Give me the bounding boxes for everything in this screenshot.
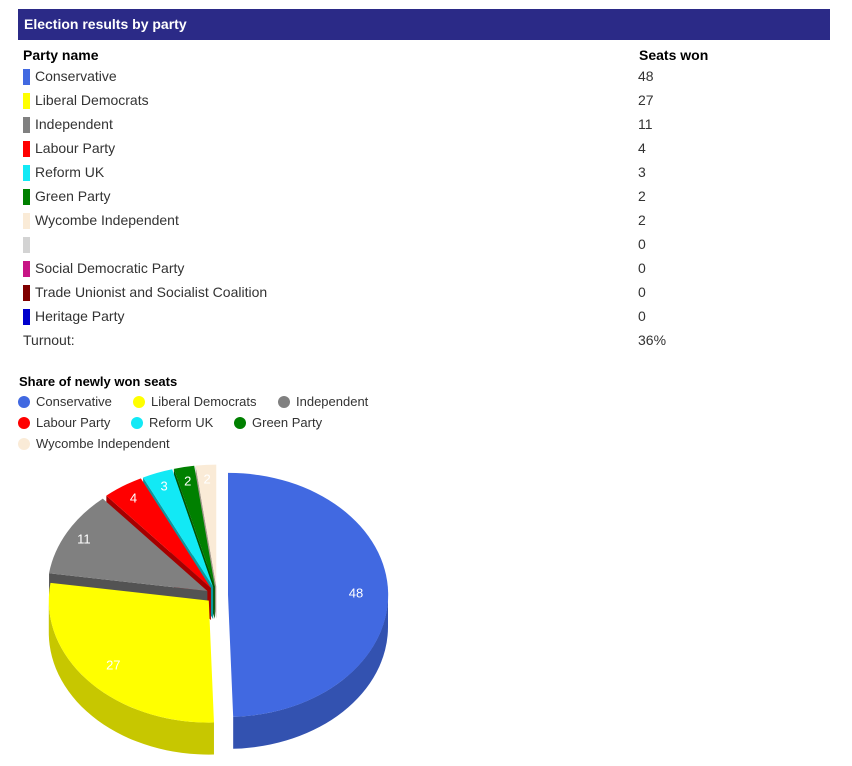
seats-value: 11 xyxy=(638,116,653,132)
legend-label: Conservative xyxy=(36,394,112,409)
seats-value: 0 xyxy=(638,308,646,324)
seats-value: 0 xyxy=(638,284,646,300)
seats-value: 27 xyxy=(638,92,654,108)
pie-data-label: 4 xyxy=(130,490,137,505)
turnout-row: Turnout: 36% xyxy=(23,330,823,354)
pie-slice-green-party xyxy=(173,465,215,587)
party-name: Reform UK xyxy=(35,164,105,180)
legend-dot-icon xyxy=(234,417,246,429)
table-row: Conservative 48 xyxy=(23,66,823,90)
legend-dot-icon xyxy=(18,417,30,429)
legend-label: Green Party xyxy=(252,415,323,430)
party-name: Trade Unionist and Socialist Coalition xyxy=(35,284,268,300)
turnout-label: Turnout: xyxy=(23,332,75,348)
party-color-swatch xyxy=(23,141,30,157)
seats-value: 2 xyxy=(638,212,646,228)
pie-data-label: 2 xyxy=(184,473,191,488)
legend-label: Reform UK xyxy=(149,415,214,430)
seats-value: 0 xyxy=(638,236,646,252)
party-name: Conservative xyxy=(35,68,117,84)
pie-data-label: 2 xyxy=(204,472,211,487)
pie-data-label: 11 xyxy=(77,531,91,546)
party-color-swatch xyxy=(23,213,30,229)
pie-slice-labour-party xyxy=(106,478,211,588)
table-row: Heritage Party 0 xyxy=(23,306,823,330)
column-header-party: Party name xyxy=(23,47,99,63)
chart-title: Share of newly won seats xyxy=(19,374,178,389)
table-row: Wycombe Independent 2 xyxy=(23,210,823,234)
seats-value: 2 xyxy=(638,188,646,204)
legend-dot-icon xyxy=(131,417,143,429)
legend-dot-icon xyxy=(278,396,290,408)
party-color-swatch xyxy=(23,285,30,301)
seats-value: 48 xyxy=(638,68,654,84)
table-row: Social Democratic Party 0 xyxy=(23,258,823,282)
pie-data-label: 3 xyxy=(160,479,167,494)
party-color-swatch xyxy=(23,69,30,85)
pie-data-labels: 48 27 11 4 3 2 2 xyxy=(77,472,363,673)
table-row: 0 xyxy=(23,234,823,258)
pie-slice-reform-uk xyxy=(143,469,214,588)
table-row: Reform UK 3 xyxy=(23,162,823,186)
party-color-swatch xyxy=(23,165,30,181)
pie-chart: 48 27 11 4 3 2 2 xyxy=(48,464,389,755)
party-name: Labour Party xyxy=(35,140,116,156)
legend-dot-icon xyxy=(18,438,30,450)
table-row: Independent 11 xyxy=(23,114,823,138)
party-color-swatch xyxy=(23,309,30,325)
party-color-swatch xyxy=(23,237,30,253)
seats-value: 3 xyxy=(638,164,646,180)
pie-data-label: 27 xyxy=(106,658,120,673)
seats-value: 0 xyxy=(638,260,646,276)
seats-value: 4 xyxy=(638,140,646,156)
legend-label: Labour Party xyxy=(36,415,111,430)
pie-slice-conservative xyxy=(228,472,389,717)
party-color-swatch xyxy=(23,189,30,205)
party-name: Wycombe Independent xyxy=(35,212,179,228)
pie-slice-liberal-democrats xyxy=(48,582,214,723)
party-name: Independent xyxy=(35,116,113,132)
legend-dot-icon xyxy=(18,396,30,408)
party-color-swatch xyxy=(23,93,30,109)
pie-top-faces xyxy=(48,464,389,723)
party-name: Liberal Democrats xyxy=(35,92,149,108)
pie-data-label: 48 xyxy=(349,585,363,600)
section-header: Election results by party xyxy=(18,9,830,40)
legend-dot-icon xyxy=(133,396,145,408)
pie-slice-side xyxy=(233,594,388,749)
party-color-swatch xyxy=(23,117,30,133)
turnout-value: 36% xyxy=(638,332,667,348)
table-row: Labour Party 4 xyxy=(23,138,823,162)
pie-slice-independent xyxy=(49,498,208,591)
legend-label: Independent xyxy=(296,394,369,409)
party-name: Green Party xyxy=(35,188,111,204)
party-color-swatch xyxy=(23,261,30,277)
pie-slice-wycombe-independent xyxy=(195,464,217,587)
table-row: Liberal Democrats 27 xyxy=(23,90,823,114)
party-name: Social Democratic Party xyxy=(35,260,185,276)
legend-label: Wycombe Independent xyxy=(36,436,170,451)
party-name: Heritage Party xyxy=(35,308,125,324)
column-header-seats: Seats won xyxy=(639,47,709,63)
legend-label: Liberal Democrats xyxy=(151,394,257,409)
pie-slice-side xyxy=(48,600,214,755)
table-row: Trade Unionist and Socialist Coalition 0 xyxy=(23,282,823,306)
table-row: Green Party 2 xyxy=(23,186,823,210)
